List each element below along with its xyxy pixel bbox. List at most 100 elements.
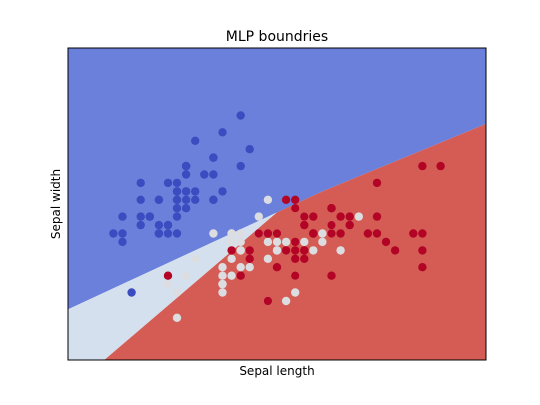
data-point-class-1 bbox=[218, 271, 227, 280]
data-point-class-1 bbox=[272, 246, 282, 255]
data-point-class-1 bbox=[318, 229, 327, 238]
data-point-class-0 bbox=[191, 136, 200, 145]
data-point-class-2 bbox=[336, 229, 345, 238]
data-point-class-1 bbox=[227, 254, 236, 263]
data-point-class-2 bbox=[418, 246, 427, 255]
data-point-class-0 bbox=[236, 111, 245, 120]
data-point-class-1 bbox=[281, 296, 291, 306]
data-point-class-1 bbox=[263, 237, 273, 247]
y-axis-label: Sepal width bbox=[49, 169, 63, 239]
data-point-class-2 bbox=[291, 204, 300, 213]
data-point-class-2 bbox=[327, 271, 336, 280]
data-point-class-0 bbox=[118, 212, 127, 221]
plot-frame bbox=[67, 47, 487, 361]
data-point-class-2 bbox=[272, 229, 282, 238]
data-point-class-0 bbox=[218, 187, 227, 196]
data-point-class-2 bbox=[291, 237, 300, 247]
data-point-class-1 bbox=[318, 237, 327, 247]
data-point-class-1 bbox=[163, 279, 173, 289]
data-point-class-0 bbox=[172, 195, 182, 204]
data-point-class-0 bbox=[181, 204, 191, 213]
data-point-class-0 bbox=[172, 204, 182, 213]
data-point-class-0 bbox=[245, 145, 254, 154]
data-point-class-0 bbox=[181, 187, 191, 196]
data-point-class-0 bbox=[181, 170, 191, 179]
data-point-class-0 bbox=[172, 229, 182, 238]
data-point-class-0 bbox=[172, 212, 182, 221]
data-point-class-2 bbox=[300, 220, 309, 230]
data-point-class-0 bbox=[163, 229, 173, 238]
series-class-0 bbox=[109, 111, 254, 297]
data-point-class-2 bbox=[372, 229, 382, 238]
data-point-class-0 bbox=[136, 178, 145, 188]
decision-region-class-0 bbox=[68, 48, 486, 310]
data-point-class-2 bbox=[309, 229, 318, 238]
data-point-class-2 bbox=[291, 271, 300, 280]
data-point-class-0 bbox=[163, 220, 173, 230]
data-point-class-2 bbox=[281, 195, 291, 204]
data-point-class-2 bbox=[418, 263, 427, 272]
data-point-class-2 bbox=[327, 229, 336, 238]
data-point-class-2 bbox=[436, 161, 445, 171]
data-point-class-0 bbox=[145, 212, 154, 221]
data-point-class-2 bbox=[309, 212, 318, 221]
data-point-class-0 bbox=[209, 195, 218, 204]
data-point-class-1 bbox=[281, 237, 291, 247]
data-point-class-1 bbox=[209, 229, 218, 238]
data-point-class-2 bbox=[254, 229, 263, 238]
data-point-class-1 bbox=[309, 246, 318, 255]
data-point-class-1 bbox=[218, 288, 227, 297]
data-point-class-0 bbox=[209, 170, 218, 179]
data-point-class-0 bbox=[191, 195, 200, 204]
data-point-class-2 bbox=[418, 161, 427, 171]
data-point-class-2 bbox=[327, 204, 336, 213]
data-point-class-1 bbox=[263, 254, 273, 263]
data-point-class-0 bbox=[118, 237, 127, 247]
data-point-class-2 bbox=[272, 263, 282, 272]
data-point-class-1 bbox=[218, 279, 227, 289]
data-point-class-0 bbox=[200, 170, 209, 179]
data-point-class-0 bbox=[154, 220, 164, 230]
data-point-class-1 bbox=[236, 229, 245, 238]
data-point-class-2 bbox=[381, 237, 391, 247]
data-point-class-2 bbox=[345, 220, 354, 230]
data-point-class-2 bbox=[236, 271, 245, 280]
data-point-class-1 bbox=[300, 237, 309, 247]
data-point-class-2 bbox=[409, 229, 418, 238]
data-point-class-0 bbox=[191, 187, 200, 196]
data-point-class-0 bbox=[136, 212, 145, 221]
data-point-class-2 bbox=[163, 271, 173, 280]
data-point-class-0 bbox=[172, 187, 182, 196]
data-point-class-0 bbox=[163, 178, 173, 188]
data-point-class-0 bbox=[236, 161, 245, 171]
scatter-points bbox=[109, 111, 445, 322]
data-point-class-0 bbox=[127, 288, 136, 297]
data-point-class-2 bbox=[300, 212, 309, 221]
data-point-class-0 bbox=[109, 229, 118, 238]
data-point-class-2 bbox=[345, 212, 354, 221]
data-point-class-1 bbox=[272, 237, 282, 247]
decision-region-class-1 bbox=[68, 212, 277, 360]
data-point-class-2 bbox=[263, 296, 273, 306]
data-point-class-1 bbox=[227, 229, 236, 238]
data-point-class-0 bbox=[181, 195, 191, 204]
data-point-class-2 bbox=[327, 220, 336, 230]
chart-title: MLP boundries bbox=[226, 29, 328, 45]
data-point-class-2 bbox=[291, 246, 300, 255]
data-point-class-0 bbox=[118, 229, 127, 238]
data-point-class-1 bbox=[336, 246, 345, 255]
data-point-class-1 bbox=[227, 237, 236, 247]
data-point-class-2 bbox=[281, 246, 291, 255]
data-point-class-1 bbox=[172, 313, 182, 322]
data-point-class-2 bbox=[263, 229, 273, 238]
data-point-class-1 bbox=[236, 263, 245, 272]
data-point-class-2 bbox=[300, 254, 309, 263]
data-point-class-0 bbox=[172, 178, 182, 188]
data-point-class-1 bbox=[218, 263, 227, 272]
data-point-class-0 bbox=[136, 220, 145, 230]
data-point-class-2 bbox=[291, 254, 300, 263]
data-point-class-0 bbox=[181, 161, 191, 171]
data-point-class-1 bbox=[263, 195, 273, 204]
data-point-class-0 bbox=[209, 153, 218, 162]
